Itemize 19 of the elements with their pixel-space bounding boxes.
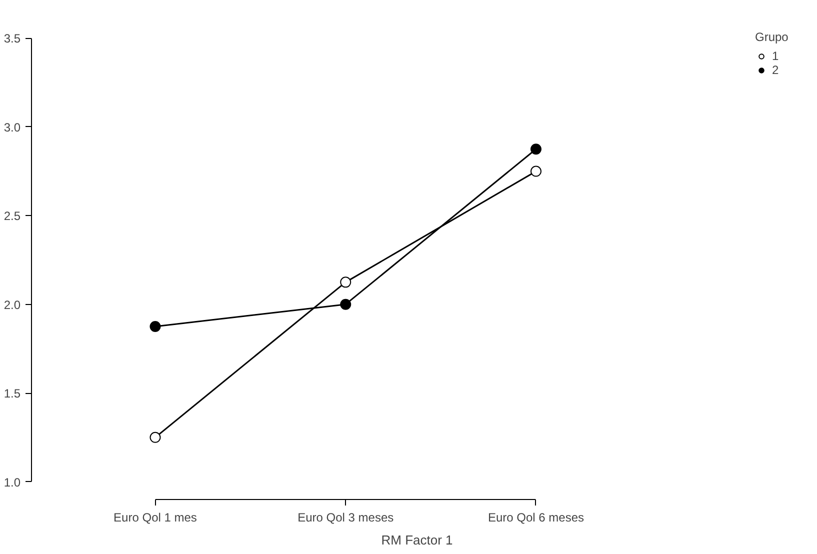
legend-label: 1 — [772, 49, 780, 63]
point — [530, 166, 542, 177]
x-axis-title: RM Factor 1 — [381, 532, 453, 548]
x-tick-label: Euro Qol 6 meses — [488, 510, 584, 524]
x-tick-label: Euro Qol 1 mes — [114, 510, 197, 524]
y-tick-label: 2.0 — [4, 298, 21, 312]
point — [530, 144, 542, 155]
y-tick-label: 2.5 — [4, 209, 21, 224]
y-tick-label: 1.0 — [4, 475, 21, 490]
point — [150, 321, 161, 332]
point — [150, 432, 161, 443]
legend-title: Grupo — [755, 30, 790, 44]
point — [340, 276, 352, 288]
y-tick-label: 1.5 — [4, 386, 21, 401]
point — [340, 298, 352, 310]
y-tick-label: 3.0 — [4, 120, 21, 134]
y-tick-label: 3.5 — [4, 32, 21, 46]
legend-label: 2 — [772, 63, 780, 77]
x-tick-label: Euro Qol 3 meses — [298, 510, 394, 524]
